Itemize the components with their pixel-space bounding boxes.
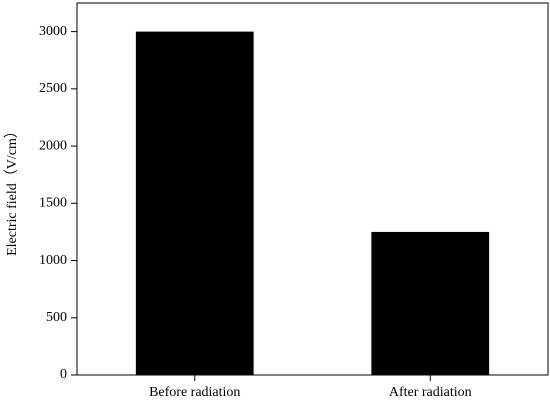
bar [371,231,490,375]
y-tick-label: 2500 [39,81,67,96]
bar [135,31,254,375]
y-tick-label: 1000 [39,253,67,268]
y-tick-label: 500 [46,310,67,325]
plot-frame [76,2,549,376]
y-tick-label: 3000 [39,24,67,39]
y-tick-label: 1500 [39,196,67,211]
x-tick-label: After radiation [389,385,472,400]
x-tick-label: Before radiation [149,385,240,400]
y-tick-label: 2000 [39,138,67,153]
y-tick-label: 0 [60,367,67,382]
y-axis-title: Electric field（V/cm） [4,124,20,256]
